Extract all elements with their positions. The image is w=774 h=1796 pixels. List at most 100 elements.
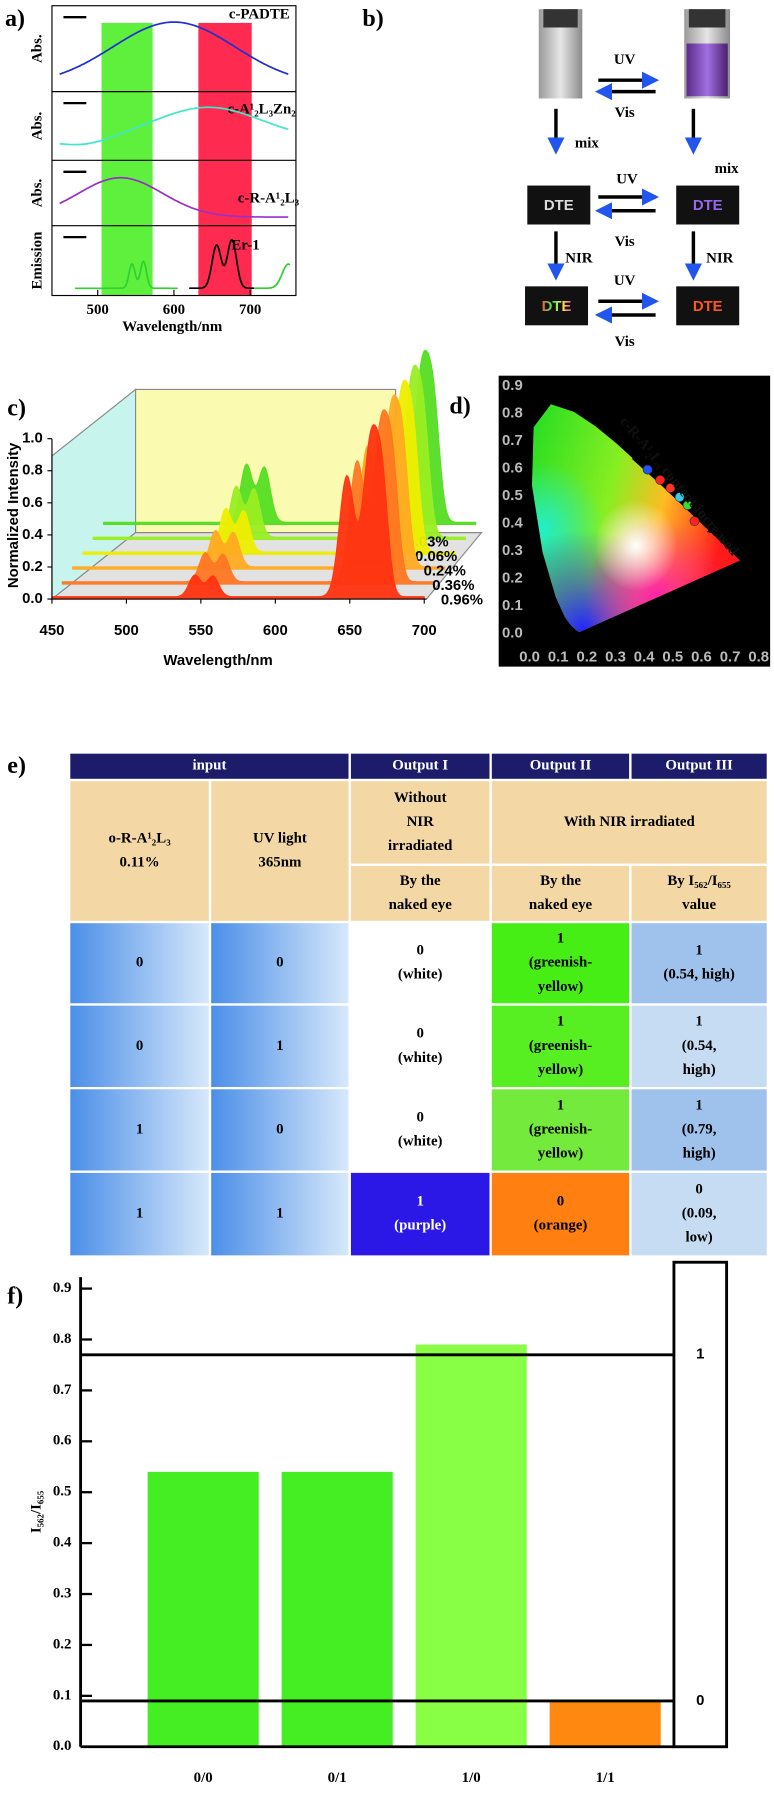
data-cell — [348, 920, 492, 1006]
x-axis-label: Wavelength/nm — [122, 319, 223, 335]
data-cell — [68, 1086, 212, 1173]
cell-text: (0.09, — [682, 1206, 717, 1222]
x-tick-label: 700 — [239, 302, 261, 318]
process-label: mix — [575, 136, 600, 152]
y-axis-label: Normalized Intensity — [6, 442, 22, 588]
cell-text: (greenish- — [529, 1121, 592, 1137]
process-label: NIR — [565, 250, 593, 266]
cell-text: 0 — [136, 1038, 143, 1054]
cell-text: 1 — [557, 1097, 564, 1113]
cell-text: 1 — [695, 1097, 702, 1113]
sample-text: DTE — [544, 198, 574, 214]
y-axis-label: Abs. — [30, 34, 46, 63]
data-cell — [629, 920, 769, 1006]
process-label: Vis — [615, 105, 635, 121]
x-tick-label: 500 — [87, 302, 109, 318]
band-green — [101, 22, 153, 296]
cell-text: 0 — [276, 1121, 283, 1137]
y-tick-label: 0.9 — [502, 378, 523, 394]
bar — [549, 1700, 661, 1747]
cell-text: naked eye — [529, 897, 593, 913]
input-header-cell — [208, 778, 351, 924]
y-tick-label: 0.5 — [502, 488, 523, 504]
y-tick-label: 0.0 — [502, 625, 523, 641]
cell-text: 1 — [557, 1014, 564, 1030]
cell-text: irradiated — [388, 838, 453, 854]
cell-text: (white) — [398, 1050, 443, 1066]
cell-text: NIR — [407, 814, 435, 830]
cell-text: With NIR irradiated — [564, 814, 696, 830]
panel-label: b) — [362, 6, 383, 32]
process-label: NIR — [706, 250, 734, 266]
y-tick-label: 0.2 — [53, 1636, 72, 1652]
cell-text: By the — [400, 873, 441, 889]
vial-cap — [688, 9, 726, 28]
panel-label: a) — [5, 6, 25, 32]
vial-cap — [543, 9, 578, 28]
y-tick-label: 0.3 — [502, 543, 523, 559]
y-tick-label: 0.8 — [22, 463, 43, 479]
curve-label: Er-1 — [231, 238, 259, 254]
y-axis-label: Abs. — [30, 111, 46, 140]
vial-liquid — [686, 43, 728, 97]
cell-text: (0.54, — [682, 1038, 717, 1054]
process-label: UV — [616, 171, 638, 187]
sample-text: DTE — [542, 299, 572, 315]
sample-text: DTE — [693, 299, 723, 315]
process-label: mix — [715, 161, 740, 177]
y-tick-label: 0.3 — [53, 1585, 72, 1601]
x-tick-label: 600 — [163, 302, 185, 318]
data-cell — [348, 1086, 492, 1173]
spectrum — [189, 238, 255, 290]
series-label: 0.24% — [424, 564, 466, 580]
cell-text: 0 — [136, 955, 143, 971]
cie-diagram — [532, 404, 741, 633]
cell-text: 1 — [557, 931, 564, 947]
x-tick-label: 0/0 — [194, 1770, 213, 1786]
curve-label: c-R-A¹₂L₃ — [238, 191, 300, 207]
spectrum — [59, 106, 289, 146]
x-tick-label: 700 — [412, 623, 437, 639]
x-tick-label: 1/0 — [462, 1770, 481, 1786]
cell-text: naked eye — [389, 897, 453, 913]
sample-photo — [676, 286, 740, 326]
bar — [147, 1471, 259, 1747]
header-text: Output III — [665, 758, 733, 774]
data-cell — [68, 1170, 212, 1258]
color-point — [682, 500, 693, 510]
method-cell — [629, 863, 769, 924]
cell-text: 0 — [695, 1182, 702, 1198]
x-tick-label: 0.7 — [720, 649, 741, 665]
cell-text: 0.11% — [120, 854, 160, 870]
y-tick-label: 0.2 — [502, 570, 523, 586]
state-label: 0 — [696, 1693, 704, 1709]
cell-text: value — [682, 897, 716, 913]
data-cell — [348, 1003, 492, 1090]
y-tick-label: 0.6 — [502, 460, 523, 476]
cell-text: high) — [683, 1062, 716, 1078]
cell-text: (0.79, — [682, 1121, 717, 1137]
color-point — [665, 483, 676, 493]
x-tick-label: 600 — [263, 623, 288, 639]
y-tick-label: 0.0 — [22, 591, 43, 607]
y-tick-label: 0.7 — [502, 433, 523, 449]
x-tick-label: 0.1 — [548, 649, 569, 665]
y-tick-label: 0.8 — [502, 405, 523, 421]
cell-text: (0.54, high) — [663, 967, 735, 983]
bar — [415, 1344, 527, 1747]
x-tick-label: 500 — [114, 623, 139, 639]
series-label: 0.06% — [415, 549, 457, 565]
cell-text: 0 — [416, 943, 423, 959]
data-cell — [629, 1086, 769, 1173]
header-text: Output I — [392, 758, 448, 774]
band-red — [198, 22, 252, 296]
cell-text: yellow) — [538, 979, 583, 995]
spectrum — [74, 259, 178, 290]
x-tick-label: 550 — [188, 623, 213, 639]
header-cell — [629, 751, 769, 782]
y-axis-label: Abs. — [30, 178, 46, 207]
sample-photo — [527, 185, 591, 225]
input-header-cell — [68, 778, 212, 924]
sample-photo — [525, 286, 589, 326]
